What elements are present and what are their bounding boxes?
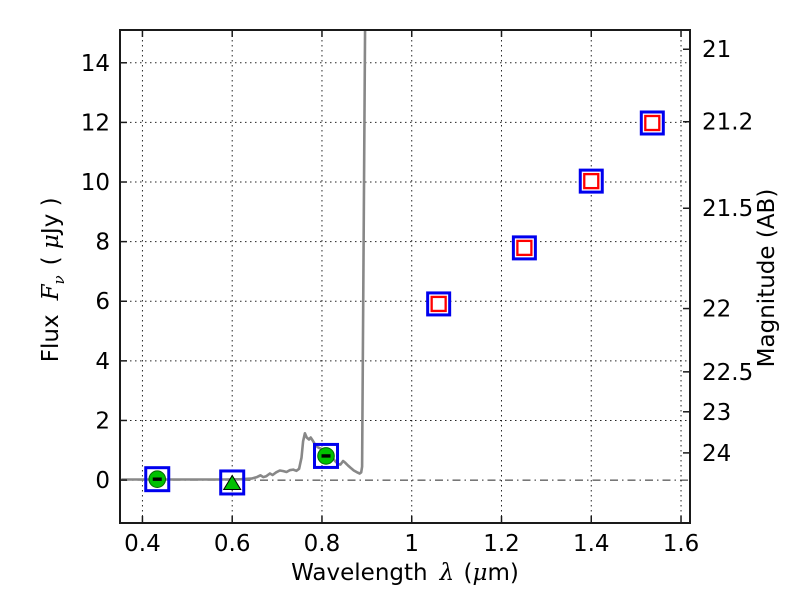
detection-inner-square (516, 239, 533, 257)
limit-square (313, 442, 340, 469)
x-tick-label: 0.6 (214, 531, 251, 557)
x-tick-label: 1.6 (663, 531, 700, 557)
xlabel-unit-close: m) (487, 560, 519, 586)
limit-square (144, 466, 171, 493)
y-axis-label-flux: Flux Fν ( μJy ) (38, 130, 68, 430)
data-point-detection (578, 168, 604, 194)
limit-dash-icon (321, 454, 331, 458)
data-point-limit (219, 469, 246, 496)
x-axis-label: Wavelength λ (μm) (0, 560, 800, 586)
ylabel-text: Flux (38, 314, 65, 363)
lambda-symbol: λ (439, 560, 455, 586)
flux-tick-label: 4 (95, 349, 110, 375)
mag-tick-label: 23 (702, 400, 731, 426)
data-point-limit (144, 466, 171, 493)
detection-inner-square (644, 114, 661, 132)
x-tick-label: 1.2 (483, 531, 520, 557)
data-point-limit (313, 442, 340, 469)
spectrum-line (121, 30, 367, 481)
mag-tick-label: 22.5 (702, 360, 753, 386)
x-tick-label: 0.8 (304, 531, 341, 557)
mag-tick-label: 24 (702, 441, 731, 467)
mag-tick-label: 21.2 (702, 110, 753, 136)
mu-symbol: μ (472, 560, 488, 586)
data-point-detection (426, 291, 452, 317)
flux-tick-label: 2 (95, 408, 110, 434)
flux-symbol: Fν (38, 275, 68, 301)
axes-border (119, 29, 691, 524)
ylabel-unit-open: ( (38, 249, 65, 266)
flux-tick-label: 14 (81, 51, 110, 77)
x-tick-label: 1 (404, 531, 419, 557)
y-axis-label-magnitude: Magnitude (AB) (754, 188, 780, 368)
ylabel-unit-close: Jy ) (38, 197, 65, 235)
flux-tick-label: 8 (95, 230, 110, 256)
xlabel-unit-open: ( (463, 560, 473, 586)
flux-tick-label: 6 (95, 289, 110, 315)
mag-tick-label: 21 (702, 37, 731, 63)
mag-tick-label: 22 (702, 297, 731, 323)
mu-symbol-flux: μ (38, 234, 65, 250)
flux-tick-label: 12 (81, 110, 110, 136)
limit-square (219, 469, 246, 496)
x-tick-label: 1.4 (573, 531, 610, 557)
limit-triangle-icon (222, 474, 242, 490)
flux-tick-label: 10 (81, 170, 110, 196)
detection-inner-square (583, 172, 600, 190)
flux-tick-label: 0 (95, 468, 110, 494)
limit-dash-icon (152, 477, 162, 481)
x-tick-label: 0.4 (124, 531, 161, 557)
mag-tick-label: 21.5 (702, 196, 753, 222)
data-point-detection (511, 235, 537, 261)
xlabel-text: Wavelength (291, 560, 428, 586)
detection-inner-square (430, 295, 447, 313)
data-point-detection (639, 110, 665, 136)
